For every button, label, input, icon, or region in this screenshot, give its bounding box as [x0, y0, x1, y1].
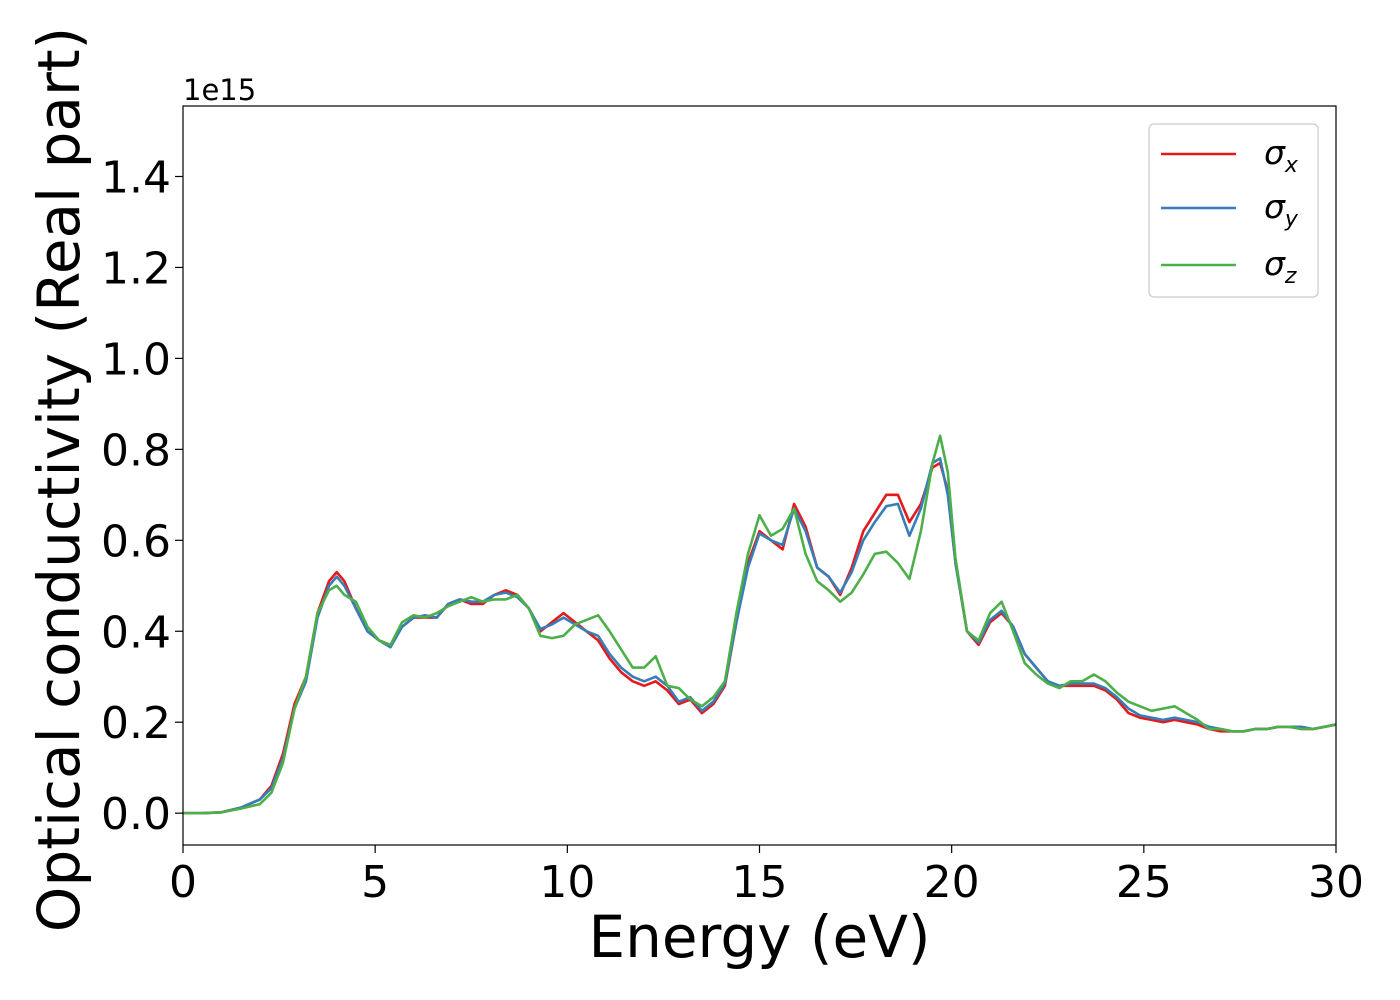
x-tick-label: 15 [732, 857, 788, 908]
y-tick-label: 0.2 [101, 698, 171, 749]
x-tick-label: 5 [361, 857, 389, 908]
x-axis: 0 5 10 15 20 25 30 [169, 845, 1364, 908]
y-tick-label: 0.8 [101, 425, 171, 476]
legend-label-x: σx [1264, 133, 1299, 178]
series-lines [183, 434, 1336, 815]
x-tick-label: 10 [539, 857, 595, 908]
legend-box [1148, 123, 1319, 298]
x-axis-title: Energy (eV) [588, 903, 930, 971]
series-line-y [183, 457, 1336, 815]
y-tick-label: 0.6 [101, 516, 171, 567]
y-tick-label: 1.0 [101, 334, 171, 385]
y-axis-title: Optical conductivity (Real part) [25, 27, 93, 932]
legend: σx σy σz [1148, 123, 1319, 298]
x-tick-label: 0 [169, 857, 197, 908]
y-axis: 0.0 0.2 0.4 0.6 0.8 1.0 1.2 1.4 [101, 152, 183, 840]
legend-label-z: σz [1264, 244, 1297, 289]
x-tick-label: 25 [1116, 857, 1172, 908]
series-line-z [183, 434, 1336, 815]
y-tick-label: 0.0 [101, 789, 171, 840]
x-tick-label: 30 [1308, 857, 1364, 908]
y-tick-label: 0.4 [101, 607, 171, 658]
y-tick-label: 1.4 [101, 152, 171, 203]
y-tick-label: 1.2 [101, 243, 171, 294]
x-tick-label: 20 [924, 857, 980, 908]
legend-label-y: σy [1264, 187, 1299, 232]
y-offset-label: 1e15 [183, 73, 256, 107]
